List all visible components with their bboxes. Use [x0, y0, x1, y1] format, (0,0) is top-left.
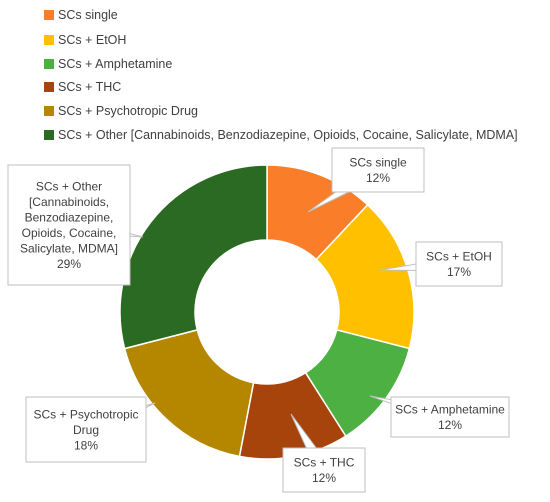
callout-box-fill [284, 449, 364, 491]
callout-label-line: SCs single [349, 156, 407, 170]
callout-label-line: Opioids, Cocaine, [22, 226, 117, 240]
legend-label-scs-thc: SCs + THC [58, 80, 122, 94]
callout-label-line: SCs + Other [36, 180, 102, 194]
callout-box-fill [27, 398, 145, 461]
callout-scs-other: SCs + Other[Cannabinoids, Benzodiazepine,… [7, 164, 144, 286]
callout-box-fill [333, 149, 423, 191]
legend-label-scs-other: SCs + Other [Cannabinoids, Benzodiazepin… [58, 128, 518, 142]
callout-label-line: 29% [57, 257, 81, 271]
slice-scs-etoh [315, 203, 415, 350]
legend-swatch-scs-thc [44, 82, 54, 92]
callout-label-line: Benzodiazepine, [25, 211, 114, 225]
legend-swatch-scs-amphetamine [44, 59, 54, 69]
callout-label-line: SCs + THC [294, 456, 355, 470]
legend-swatch-scs-etoh [44, 35, 54, 45]
legend-swatch-scs-single [44, 10, 54, 20]
legend-label-scs-single: SCs single [58, 8, 118, 22]
legend-label-scs-amphetamine: SCs + Amphetamine [58, 57, 173, 71]
slice-scs-psychotropic-drug [123, 328, 255, 458]
callout-box-fill [392, 398, 508, 436]
callout-label-line: SCs + Amphetamine [395, 403, 505, 417]
legend-swatch-scs-psychotropic-drug [44, 106, 54, 116]
callout-label-line: 18% [74, 438, 98, 452]
callout-label-line: 12% [366, 171, 390, 185]
legend-label-scs-etoh: SCs + EtOH [58, 33, 127, 47]
callout-label-line: 12% [438, 418, 462, 432]
donut-slices [119, 164, 415, 460]
slice-scs-other [119, 164, 268, 350]
callout-label-line: 12% [312, 471, 336, 485]
callout-label-line: SCs + EtOH [426, 250, 492, 264]
legend-swatch-scs-other [44, 130, 54, 140]
legend-label-scs-psychotropic-drug: SCs + Psychotropic Drug [58, 104, 198, 118]
callout-box-fill [417, 243, 501, 285]
callout-label-line: Drug [73, 423, 99, 437]
callout-box-fill [9, 166, 129, 284]
callout-label-line: Salicylate, MDMA] [20, 242, 118, 256]
callout-label-line: [Cannabinoids, [29, 195, 109, 209]
callout-label-line: SCs + Psychotropic [33, 407, 138, 421]
callout-label-line: 17% [447, 265, 471, 279]
